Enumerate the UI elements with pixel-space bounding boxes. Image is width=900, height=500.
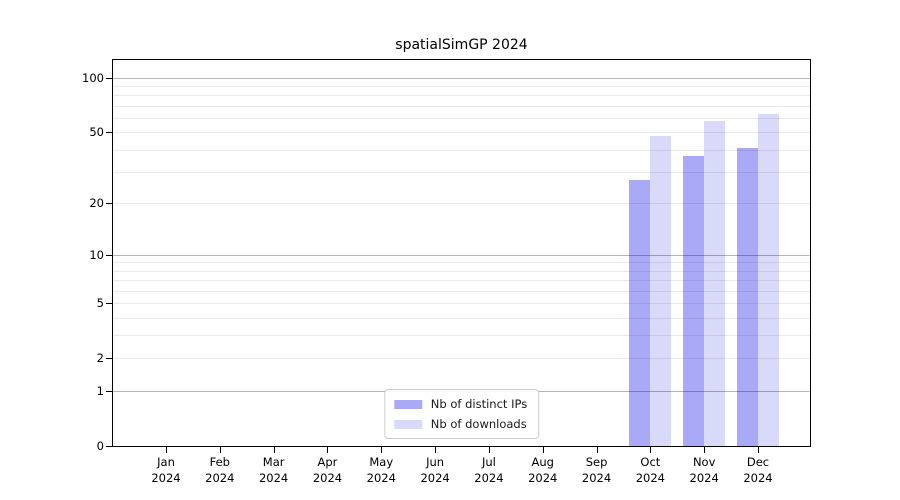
x-tick-label-feb: Feb 2024 xyxy=(205,455,235,485)
legend-label-downloads: Nb of downloads xyxy=(430,417,527,431)
legend-swatch-distinct-ips xyxy=(393,399,422,409)
x-tick-label-aug: Aug 2024 xyxy=(528,455,558,485)
y-tick-10 xyxy=(106,254,112,256)
x-tick-jan xyxy=(166,447,167,453)
y-tick-label-50: 50 xyxy=(89,125,104,140)
legend-swatch-downloads xyxy=(393,419,422,429)
x-tick-feb xyxy=(219,447,221,453)
y-tick-label-0: 0 xyxy=(96,439,104,453)
x-tick-jul xyxy=(488,447,490,453)
y-tick-20 xyxy=(106,203,112,205)
x-tick-label-sep: Sep 2024 xyxy=(581,455,612,485)
x-tick-label-nov: Nov 2024 xyxy=(689,455,719,485)
x-tick-apr xyxy=(327,447,329,453)
legend: Nb of distinct IPs Nb of downloads xyxy=(383,389,540,439)
y-tick-100 xyxy=(106,77,112,79)
y-tick-label-1: 1 xyxy=(96,383,104,398)
x-tick-jun xyxy=(435,447,437,453)
y-tick-label-20: 20 xyxy=(89,196,104,211)
y-tick-label-5: 5 xyxy=(96,296,104,311)
x-tick-sep xyxy=(596,447,598,453)
bars-layer xyxy=(113,60,810,446)
x-tick-label-jul: Jul 2024 xyxy=(474,455,504,485)
bar-downloads-nov xyxy=(704,120,726,446)
x-tick-dec xyxy=(757,447,759,453)
x-tick-label-oct: Oct 2024 xyxy=(635,455,665,485)
plot-area: Nb of distinct IPs Nb of downloads xyxy=(112,59,811,447)
bar-downloads-oct xyxy=(650,135,672,446)
y-tick-2 xyxy=(106,358,112,360)
legend-item-distinct-ips: Nb of distinct IPs xyxy=(393,396,528,412)
bar-downloads-dec xyxy=(757,114,779,446)
x-tick-aug xyxy=(542,447,544,453)
x-tick-label-jan: Jan 2024 xyxy=(151,455,181,485)
x-tick-label-apr: Apr 2024 xyxy=(312,455,343,485)
x-tick-nov xyxy=(704,447,706,453)
y-tick-label-2: 2 xyxy=(96,351,104,366)
x-tick-label-dec: Dec 2024 xyxy=(743,455,773,485)
y-tick-label-10: 10 xyxy=(89,247,104,262)
legend-label-distinct-ips: Nb of distinct IPs xyxy=(430,397,528,411)
x-tick-label-jun: Jun 2024 xyxy=(420,455,450,485)
bar-ips-oct xyxy=(629,180,651,446)
y-tick-1 xyxy=(106,390,112,392)
x-tick-oct xyxy=(650,447,652,453)
y-tick-50 xyxy=(106,132,112,134)
chart-title: spatialSimGP 2024 xyxy=(395,37,528,53)
x-tick-label-may: May 2024 xyxy=(366,455,396,485)
x-tick-may xyxy=(381,447,383,453)
x-tick-mar xyxy=(273,447,275,453)
legend-item-downloads: Nb of downloads xyxy=(393,416,527,432)
y-tick-0 xyxy=(106,446,112,447)
x-tick-label-mar: Mar 2024 xyxy=(258,455,289,485)
y-tick-label-100: 100 xyxy=(82,70,104,85)
y-tick-5 xyxy=(106,303,112,305)
bar-ips-dec xyxy=(736,147,758,446)
bar-ips-nov xyxy=(683,155,705,446)
